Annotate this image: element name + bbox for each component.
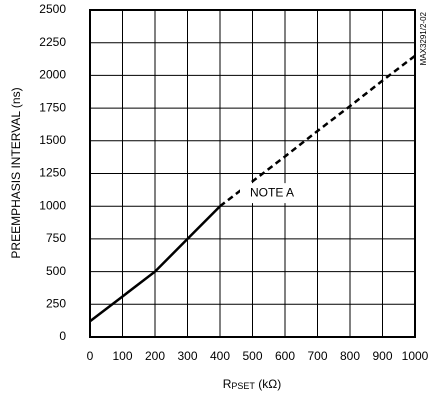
x-tick-label: 400: [210, 349, 230, 363]
x-label-main: R: [223, 377, 232, 391]
x-tick-label: 0: [87, 349, 94, 363]
x-tick-label: 500: [242, 349, 262, 363]
data-line: [89, 205, 221, 323]
x-tick-label: 900: [372, 349, 392, 363]
y-tick-label: 1250: [39, 166, 66, 180]
y-tick-label: 2000: [39, 68, 66, 82]
y-tick-label: 500: [46, 264, 66, 278]
x-tick-label: 100: [112, 349, 132, 363]
x-label-sub: PSET: [231, 381, 255, 391]
y-axis-label: PREEMPHASIS INTERVAL (ns): [9, 87, 23, 258]
y-tick-label: 1750: [39, 100, 66, 114]
y-tick-label: 0: [59, 329, 66, 343]
data-line: [219, 54, 416, 208]
x-tick-label: 700: [307, 349, 327, 363]
annotation-box: [240, 183, 304, 204]
y-tick-label: 750: [46, 231, 66, 245]
y-tick-label: 1000: [39, 198, 66, 212]
y-tick-label: 2500: [39, 2, 66, 16]
y-tick-label: 2250: [39, 35, 66, 49]
y-tick-label: 1500: [39, 133, 66, 147]
x-tick-label: 1000: [402, 349, 429, 363]
side-note: MAX3291/2-02: [419, 11, 428, 65]
x-tick-label: 800: [340, 349, 360, 363]
plot-frame: [89, 9, 416, 338]
x-tick-label: 600: [275, 349, 295, 363]
x-axis-label: RPSET (kΩ): [223, 377, 281, 391]
x-tick-label: 200: [145, 349, 165, 363]
y-tick-label: 250: [46, 296, 66, 310]
x-label-unit: (kΩ): [255, 377, 281, 391]
annotation: NOTE A: [250, 185, 294, 199]
x-tick-label: 300: [177, 349, 197, 363]
